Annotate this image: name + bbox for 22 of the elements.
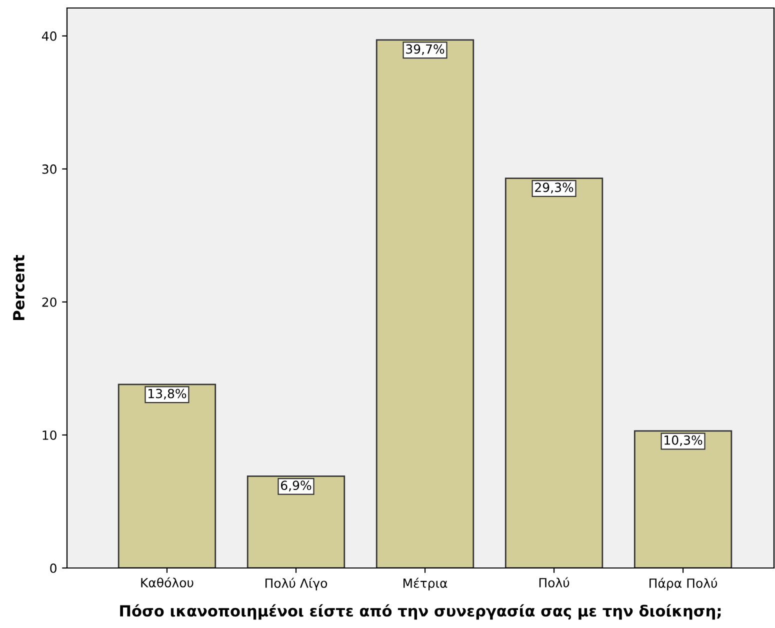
y-tick-label: 30 (42, 164, 56, 174)
x-tick-label: Πολύ (539, 577, 570, 588)
x-tick-label: Πολύ Λίγο (265, 578, 328, 590)
y-tick-label: 0 (50, 563, 56, 573)
y-axis-title: Percent (13, 255, 25, 320)
data-label: 6,9% (280, 480, 312, 492)
bar (504, 178, 604, 568)
y-tick-label: 10 (42, 430, 56, 440)
x-tick-label: Πάρα Πολύ (650, 578, 718, 590)
x-axis-title: Πόσο ικανοποιημένοι είστε από την συνεργασία σας με την διοίκηση; (120, 604, 721, 620)
y-tick-label: 20 (42, 297, 56, 307)
bar (246, 476, 346, 568)
data-label: 13,8% (148, 388, 186, 400)
bar (634, 430, 732, 568)
x-tick-label: Καθόλου (141, 577, 194, 588)
y-tick-label: 40 (42, 31, 56, 41)
x-tick-label: Μέτρια (404, 578, 448, 590)
data-label: 29,3% (535, 182, 574, 194)
data-label: 39,7% (406, 44, 444, 56)
data-label: 10,3% (664, 435, 702, 446)
bar (118, 384, 216, 568)
bar (376, 39, 474, 568)
